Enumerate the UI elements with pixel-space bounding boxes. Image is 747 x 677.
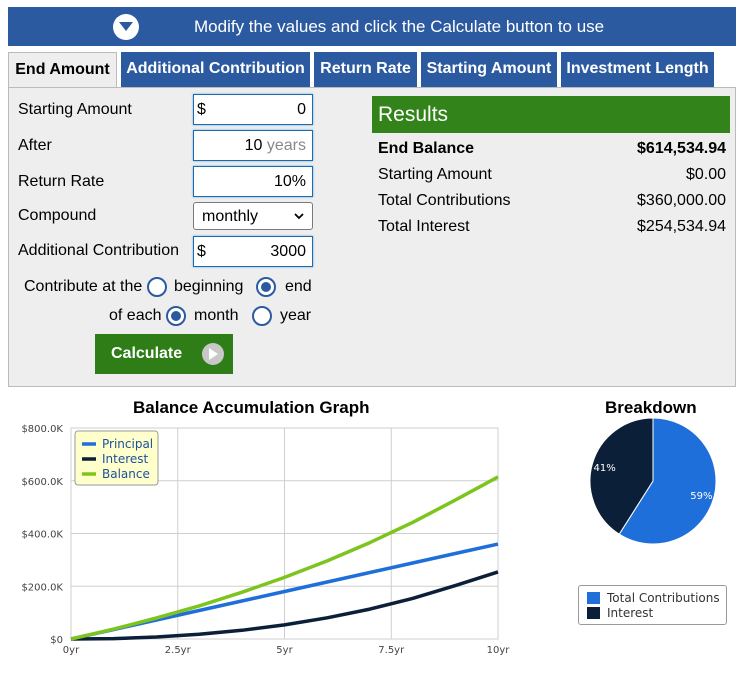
radio-beginning[interactable] xyxy=(147,277,167,297)
radio-year-label: year xyxy=(280,307,312,324)
of-each-label: of each xyxy=(109,307,162,324)
radio-end[interactable] xyxy=(256,277,276,297)
result-label: Starting Amount xyxy=(378,166,492,183)
banner-text: Modify the values and click the Calculat… xyxy=(194,17,605,36)
compound-select[interactable]: monthly xyxy=(193,202,313,230)
pie-slice-label: 41% xyxy=(593,463,615,474)
collapse-toggle-button[interactable] xyxy=(113,14,139,40)
legend-label: Interest xyxy=(607,606,654,620)
additional-contribution-input[interactable]: $ 3000 xyxy=(193,236,313,267)
calculator-panel: Starting Amount $ 0 After 10 years Retur… xyxy=(8,87,736,387)
currency-prefix: $ xyxy=(197,243,206,260)
result-row-total-contributions: Total Contributions $360,000.00 xyxy=(378,192,726,214)
radio-month[interactable] xyxy=(166,306,186,326)
result-label: Total Interest xyxy=(378,218,470,235)
line-chart-title: Balance Accumulation Graph xyxy=(133,398,370,417)
breakdown-pie-chart: 59% 41% xyxy=(589,417,717,545)
contribute-at-label: Contribute at the xyxy=(24,278,143,295)
result-row-end-balance: End Balance $614,534.94 xyxy=(378,140,726,162)
instruction-banner: Modify the values and click the Calculat… xyxy=(8,7,736,46)
result-value: $254,534.94 xyxy=(637,218,726,235)
pie-slice-label: 59% xyxy=(690,491,712,502)
pie-slice-interest xyxy=(589,417,654,535)
result-label: Total Contributions xyxy=(378,192,511,209)
additional-contribution-label: Additional Contribution xyxy=(18,242,179,259)
balance-accumulation-chart: $0 $200.0K $400.0K $600.0K $800.0K 0yr 2.5yr 5y… xyxy=(21,424,511,656)
starting-amount-value: 0 xyxy=(297,101,306,118)
pie-legend: Total Contributions Interest xyxy=(578,585,727,625)
series-line-interest xyxy=(70,570,499,641)
series-line-balance xyxy=(70,475,499,641)
years-value: 10 xyxy=(244,137,263,154)
calculate-button[interactable]: Calculate xyxy=(95,334,233,374)
x-tick-label: 2.5yr xyxy=(165,645,192,656)
radio-beginning-label: beginning xyxy=(174,278,244,295)
after-label: After xyxy=(18,137,52,154)
return-rate-input[interactable]: 10% xyxy=(193,166,313,197)
tab-investment-length[interactable]: Investment Length xyxy=(561,52,714,87)
legend-label: Interest xyxy=(102,452,149,466)
y-tick-label: $400.0K xyxy=(21,530,63,541)
radio-year[interactable] xyxy=(252,306,272,326)
pie-slice-contributions xyxy=(618,417,717,545)
x-tick-label: 5yr xyxy=(276,645,293,656)
result-label: End Balance xyxy=(378,140,475,157)
compound-label: Compound xyxy=(18,207,97,224)
result-value: $0.00 xyxy=(685,166,726,183)
legend-swatch xyxy=(587,607,600,619)
legend-label: Total Contributions xyxy=(607,591,720,605)
percent-unit: % xyxy=(291,173,306,190)
y-tick-label: $0 xyxy=(50,635,63,646)
results-title: Results xyxy=(378,103,449,126)
tab-additional-contribution[interactable]: Additional Contribution xyxy=(121,52,310,87)
starting-amount-label: Starting Amount xyxy=(18,101,132,118)
chevron-down-icon xyxy=(294,213,304,220)
compound-value: monthly xyxy=(202,208,259,225)
results-header: Results xyxy=(372,96,730,133)
chevron-down-icon xyxy=(119,22,133,31)
x-tick-label: 0yr xyxy=(63,645,80,656)
tab-starting-amount[interactable]: Starting Amount xyxy=(421,52,557,87)
radio-end-label: end xyxy=(285,278,312,295)
result-value: $360,000.00 xyxy=(637,192,726,209)
years-input[interactable]: 10 years xyxy=(193,130,313,161)
tab-return-rate[interactable]: Return Rate xyxy=(314,52,417,87)
legend-swatch xyxy=(587,592,600,604)
additional-contribution-value: 3000 xyxy=(270,243,306,260)
calculate-label: Calculate xyxy=(111,345,183,362)
x-tick-label: 10yr xyxy=(487,645,511,656)
starting-amount-input[interactable]: $ 0 xyxy=(193,94,313,125)
y-tick-label: $800.0K xyxy=(21,424,63,435)
y-tick-label: $200.0K xyxy=(21,582,63,593)
result-row-total-interest: Total Interest $254,534.94 xyxy=(378,218,726,240)
legend-label: Balance xyxy=(102,467,150,481)
result-row-starting-amount: Starting Amount $0.00 xyxy=(378,166,726,188)
years-unit: years xyxy=(266,137,306,154)
y-tick-label: $600.0K xyxy=(21,477,63,488)
radio-month-label: month xyxy=(194,307,239,324)
currency-prefix: $ xyxy=(197,101,206,118)
return-rate-label: Return Rate xyxy=(18,173,105,190)
x-tick-label: 7.5yr xyxy=(378,645,405,656)
return-rate-value: 10 xyxy=(273,173,292,190)
play-icon xyxy=(202,343,224,365)
tab-end-amount[interactable]: End Amount xyxy=(8,52,117,88)
legend-label: Principal xyxy=(102,437,153,451)
result-value: $614,534.94 xyxy=(637,140,726,157)
pie-chart-title: Breakdown xyxy=(605,398,697,417)
calculator-tabs: End Amount Additional Contribution Retur… xyxy=(8,52,736,88)
